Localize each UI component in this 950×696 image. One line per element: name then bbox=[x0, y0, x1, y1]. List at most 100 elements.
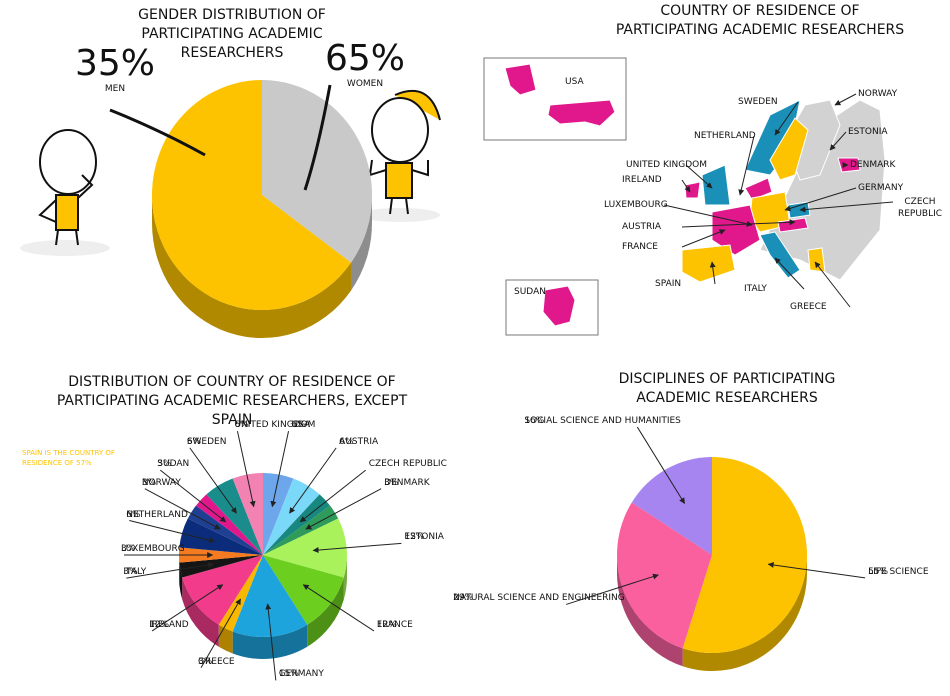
leader-line bbox=[685, 164, 713, 189]
country-label: GREECE bbox=[790, 302, 827, 312]
slice bbox=[682, 457, 808, 653]
leader-line bbox=[189, 447, 237, 514]
country-label: IRELAND bbox=[622, 175, 662, 185]
category-label: NORWAY bbox=[141, 477, 181, 488]
slice bbox=[179, 555, 263, 578]
leader-line bbox=[302, 584, 375, 632]
value-label: 65% bbox=[324, 38, 406, 79]
leader-line bbox=[767, 561, 866, 579]
slice-side bbox=[232, 624, 308, 659]
value-label: 12% bbox=[404, 532, 425, 543]
category-label: LIFE SCIENCE bbox=[868, 566, 929, 577]
country-label: UNITED KINGDOM bbox=[626, 160, 707, 170]
country-label: NETHERLAND bbox=[694, 131, 756, 141]
category-label: ESTONIA bbox=[404, 532, 444, 543]
leader-line bbox=[151, 584, 224, 632]
slice bbox=[232, 555, 308, 638]
leader-line bbox=[159, 469, 227, 523]
slice bbox=[187, 505, 263, 555]
leader-line bbox=[265, 603, 277, 681]
country-label: FRANCE bbox=[622, 242, 658, 252]
category-label: ITALY bbox=[123, 567, 147, 578]
country-label: SWEDEN bbox=[738, 97, 778, 107]
category-label: GREECE bbox=[198, 656, 235, 667]
country-label: ESTONIA bbox=[848, 127, 888, 137]
country-label: USA bbox=[565, 77, 584, 87]
category-label: LUXEMBOURG bbox=[121, 544, 185, 554]
slice bbox=[195, 494, 263, 555]
leader-line bbox=[270, 431, 290, 508]
leader-line bbox=[312, 542, 402, 554]
category-label: NATURAL SCIENCE AND ENGINEERING bbox=[453, 593, 625, 604]
leader-line bbox=[663, 204, 753, 227]
leader-line bbox=[636, 426, 685, 504]
leader-line bbox=[774, 101, 799, 136]
value-label: 12% bbox=[376, 619, 397, 630]
leader-line bbox=[200, 598, 241, 669]
value-label: 6% bbox=[339, 436, 354, 447]
category-label: GERMANY bbox=[278, 669, 324, 680]
slice-side bbox=[682, 555, 807, 671]
slice bbox=[179, 518, 263, 555]
category-label: MEN bbox=[104, 84, 126, 94]
value-label: 3% bbox=[384, 477, 399, 488]
slice-side bbox=[617, 555, 683, 667]
value-label: 6% bbox=[234, 420, 249, 431]
slice bbox=[152, 80, 351, 310]
slice-side bbox=[182, 577, 219, 647]
women-figure bbox=[360, 90, 441, 222]
slice-side bbox=[179, 562, 183, 600]
leader-line bbox=[566, 573, 659, 605]
country-label: NORWAY bbox=[858, 89, 898, 99]
country-label: SPAIN bbox=[655, 279, 682, 289]
map bbox=[483, 57, 886, 336]
leader-line bbox=[814, 261, 851, 308]
slice bbox=[617, 502, 712, 649]
leader-line bbox=[799, 201, 894, 213]
value-label: 16% bbox=[524, 416, 545, 427]
pointer bbox=[303, 84, 332, 191]
leader-line bbox=[305, 488, 382, 530]
category-label: UNITED KINGDOM bbox=[234, 420, 316, 431]
country-label: CZECH REPUBLIC bbox=[897, 197, 943, 219]
value-label: 55% bbox=[868, 566, 889, 577]
category-label: IRELAND bbox=[149, 619, 189, 630]
slice-side bbox=[350, 195, 372, 291]
country-label: SUDAN bbox=[514, 287, 546, 297]
slice-side bbox=[152, 195, 351, 338]
slice-side bbox=[218, 624, 233, 654]
slice-side bbox=[307, 577, 344, 647]
country-label: AUSTRIA bbox=[622, 222, 662, 232]
chart-title: GENDER DISTRIBUTION OF PARTICIPATING ACA… bbox=[138, 7, 326, 61]
leader-line bbox=[834, 93, 857, 106]
leader-line bbox=[784, 187, 857, 212]
slice bbox=[631, 457, 712, 555]
value-label: 12% bbox=[149, 619, 170, 630]
leader-line bbox=[129, 520, 216, 544]
value-label: 3% bbox=[121, 544, 136, 554]
country-label: DENMARK bbox=[850, 160, 896, 170]
slice bbox=[263, 494, 331, 555]
slice bbox=[232, 473, 263, 555]
pointer bbox=[109, 108, 206, 157]
leader-line bbox=[829, 131, 847, 151]
value-label: 29% bbox=[453, 593, 474, 604]
country-label: ITALY bbox=[744, 284, 767, 294]
slice-side bbox=[343, 555, 347, 600]
leader-line bbox=[289, 447, 337, 514]
country-label: GERMANY bbox=[858, 183, 904, 193]
category-label: SOCIAL SCIENCE AND HUMANITIES bbox=[524, 416, 681, 427]
slice bbox=[263, 505, 339, 555]
value-label: 3% bbox=[198, 656, 213, 667]
value-label: 3% bbox=[157, 459, 172, 470]
chart-title: DISTRIBUTION OF COUNTRY OF RESIDENCE OF … bbox=[56, 374, 408, 428]
slice bbox=[218, 555, 263, 632]
value-label: 35% bbox=[74, 43, 156, 84]
annotation: SPAIN IS THE COUNTRY OF RESIDENCE OF 57% bbox=[22, 449, 115, 467]
category-label: USA bbox=[291, 420, 311, 431]
category-label: NETHERLAND bbox=[126, 509, 188, 520]
leader-line bbox=[709, 261, 716, 285]
leader-line bbox=[681, 219, 796, 228]
slice bbox=[178, 547, 263, 563]
